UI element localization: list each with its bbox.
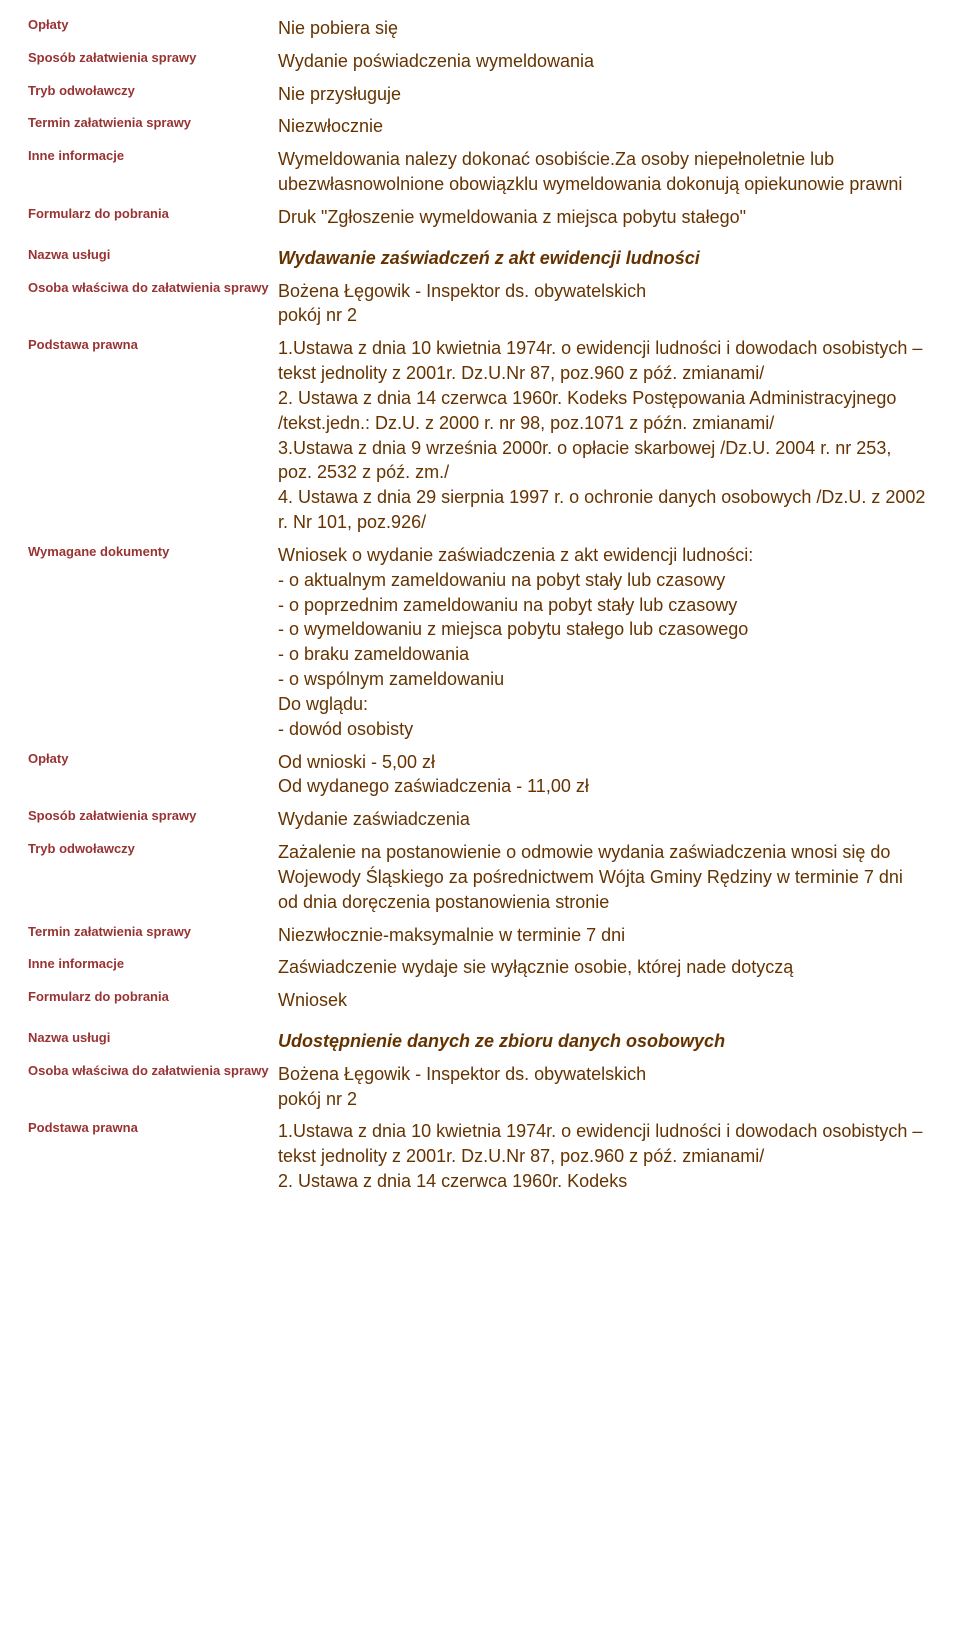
section-spacer — [28, 1017, 932, 1025]
table-row: Podstawa prawna1.Ustawa z dnia 10 kwietn… — [28, 1115, 932, 1197]
row-value: Nie pobiera się — [278, 12, 932, 45]
row-value: Bożena Łęgowik - Inspektor ds. obywatels… — [278, 1058, 932, 1116]
table-row: OpłatyNie pobiera się — [28, 12, 932, 45]
row-label: Osoba właściwa do załatwienia sprawy — [28, 1058, 278, 1116]
document-table: OpłatyNie pobiera sięSposób załatwienia … — [28, 12, 932, 1198]
table-row: Sposób załatwienia sprawyWydanie zaświad… — [28, 803, 932, 836]
row-label: Formularz do pobrania — [28, 984, 278, 1017]
row-value: 1.Ustawa z dnia 10 kwietnia 1974r. o ewi… — [278, 1115, 932, 1197]
row-value: Bożena Łęgowik - Inspektor ds. obywatels… — [278, 275, 932, 333]
row-label: Sposób załatwienia sprawy — [28, 45, 278, 78]
row-label: Opłaty — [28, 12, 278, 45]
row-value: Wniosek — [278, 984, 932, 1017]
row-label: Nazwa usługi — [28, 1025, 278, 1058]
table-row: Podstawa prawna1.Ustawa z dnia 10 kwietn… — [28, 332, 932, 539]
row-value: Od wnioski - 5,00 złOd wydanego zaświadc… — [278, 746, 932, 804]
row-value: Zaświadczenie wydaje sie wyłącznie osobi… — [278, 951, 932, 984]
table-row: Formularz do pobraniaDruk "Zgłoszenie wy… — [28, 201, 932, 234]
table-row: Tryb odwoławczyNie przysługuje — [28, 78, 932, 111]
service-name: Udostępnienie danych ze zbioru danych os… — [278, 1025, 932, 1058]
table-row: Inne informacjeZaświadczenie wydaje sie … — [28, 951, 932, 984]
table-row: Nazwa usługiUdostępnienie danych ze zbio… — [28, 1025, 932, 1058]
table-row: Inne informacjeWymeldowania nalezy dokon… — [28, 143, 932, 201]
row-label: Osoba właściwa do załatwienia sprawy — [28, 275, 278, 333]
service-name: Wydawanie zaświadczeń z akt ewidencji lu… — [278, 242, 932, 275]
table-row: Osoba właściwa do załatwienia sprawyBoże… — [28, 1058, 932, 1116]
row-label: Podstawa prawna — [28, 1115, 278, 1197]
table-row: Osoba właściwa do załatwienia sprawyBoże… — [28, 275, 932, 333]
table-row: Sposób załatwienia sprawyWydanie poświad… — [28, 45, 932, 78]
row-value: Wniosek o wydanie zaświadczenia z akt ew… — [278, 539, 932, 746]
row-value: Niezwłocznie-maksymalnie w terminie 7 dn… — [278, 919, 932, 952]
row-value: Wymeldowania nalezy dokonać osobiście.Za… — [278, 143, 932, 201]
row-label: Opłaty — [28, 746, 278, 804]
table-row: Formularz do pobraniaWniosek — [28, 984, 932, 1017]
table-row: Nazwa usługiWydawanie zaświadczeń z akt … — [28, 242, 932, 275]
row-label: Termin załatwienia sprawy — [28, 919, 278, 952]
row-label: Podstawa prawna — [28, 332, 278, 539]
row-value: Zażalenie na postanowienie o odmowie wyd… — [278, 836, 932, 918]
row-value: Niezwłocznie — [278, 110, 932, 143]
row-label: Formularz do pobrania — [28, 201, 278, 234]
table-row: Wymagane dokumentyWniosek o wydanie zaśw… — [28, 539, 932, 746]
table-row: Tryb odwoławczyZażalenie na postanowieni… — [28, 836, 932, 918]
row-label: Tryb odwoławczy — [28, 836, 278, 918]
table-row: Termin załatwienia sprawyNiezwłocznie-ma… — [28, 919, 932, 952]
row-label: Termin załatwienia sprawy — [28, 110, 278, 143]
row-label: Sposób załatwienia sprawy — [28, 803, 278, 836]
row-value: Wydanie zaświadczenia — [278, 803, 932, 836]
row-value: Nie przysługuje — [278, 78, 932, 111]
table-row: Termin załatwienia sprawyNiezwłocznie — [28, 110, 932, 143]
row-label: Tryb odwoławczy — [28, 78, 278, 111]
row-label: Inne informacje — [28, 951, 278, 984]
row-value: Wydanie poświadczenia wymeldowania — [278, 45, 932, 78]
table-row: OpłatyOd wnioski - 5,00 złOd wydanego za… — [28, 746, 932, 804]
row-label: Nazwa usługi — [28, 242, 278, 275]
row-value: Druk "Zgłoszenie wymeldowania z miejsca … — [278, 201, 932, 234]
row-label: Wymagane dokumenty — [28, 539, 278, 746]
row-label: Inne informacje — [28, 143, 278, 201]
row-value: 1.Ustawa z dnia 10 kwietnia 1974r. o ewi… — [278, 332, 932, 539]
section-spacer — [28, 234, 932, 242]
